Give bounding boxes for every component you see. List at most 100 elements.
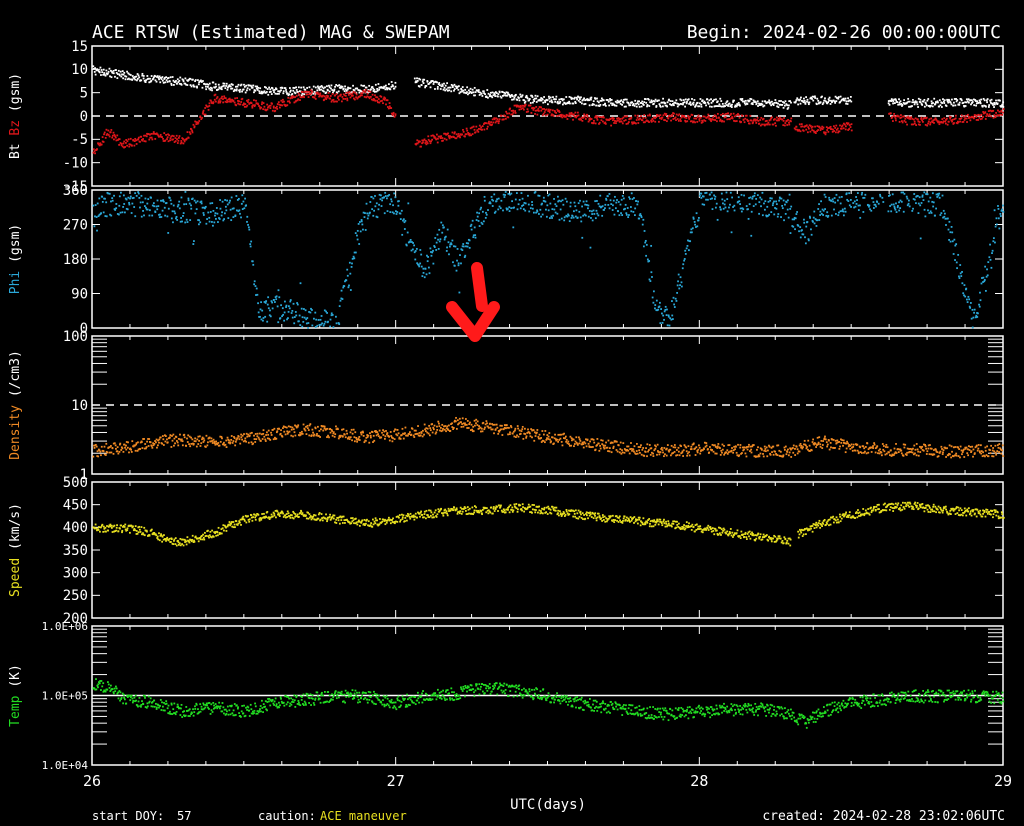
data-point xyxy=(420,84,423,87)
data-point xyxy=(293,87,296,89)
data-point xyxy=(355,436,358,439)
data-point xyxy=(931,105,934,108)
data-point xyxy=(692,101,695,104)
data-point xyxy=(438,240,441,243)
data-point xyxy=(877,202,880,205)
data-point xyxy=(692,217,695,220)
data-point xyxy=(185,218,188,221)
data-point xyxy=(366,95,369,98)
data-point xyxy=(285,426,288,429)
data-point xyxy=(547,110,550,112)
y-tick-label: -10 xyxy=(63,156,88,172)
data-point xyxy=(595,104,597,107)
data-point xyxy=(219,199,222,201)
series-points xyxy=(92,191,1005,329)
data-point xyxy=(202,437,205,440)
data-point xyxy=(377,98,380,100)
data-point xyxy=(767,121,770,124)
data-point xyxy=(191,130,194,132)
data-point xyxy=(560,113,563,116)
data-point xyxy=(625,105,627,108)
data-point xyxy=(900,114,902,116)
data-point xyxy=(766,123,769,126)
data-point xyxy=(944,122,947,125)
data-point xyxy=(522,107,524,110)
data-point xyxy=(799,98,801,101)
data-point xyxy=(987,261,990,264)
data-point xyxy=(150,445,153,447)
data-point xyxy=(772,123,775,126)
data-point xyxy=(670,119,672,122)
data-point xyxy=(705,191,708,194)
data-point xyxy=(908,205,911,208)
data-point xyxy=(503,426,506,429)
data-point xyxy=(954,244,957,247)
data-point xyxy=(580,118,582,121)
data-point xyxy=(834,127,837,129)
data-point xyxy=(559,100,562,103)
data-point xyxy=(557,102,560,105)
data-point xyxy=(250,431,253,434)
data-point xyxy=(747,208,749,211)
data-point xyxy=(829,103,832,105)
data-point xyxy=(776,105,779,108)
data-point xyxy=(587,442,590,445)
data-point xyxy=(289,90,292,93)
data-point xyxy=(640,214,643,217)
data-point xyxy=(953,101,955,104)
data-point xyxy=(814,97,817,99)
data-point xyxy=(545,108,548,111)
data-point xyxy=(133,144,136,147)
data-point xyxy=(338,305,341,308)
data-point xyxy=(464,418,467,420)
data-point xyxy=(828,196,831,199)
data-point xyxy=(128,143,131,146)
data-point xyxy=(353,251,356,254)
data-point xyxy=(740,194,743,196)
data-point xyxy=(442,427,444,430)
data-point xyxy=(385,99,388,102)
data-point xyxy=(504,94,507,97)
data-point xyxy=(397,200,400,203)
data-point xyxy=(738,103,741,106)
data-point xyxy=(493,193,496,196)
data-point xyxy=(473,419,476,422)
data-point xyxy=(944,212,946,215)
data-point xyxy=(583,113,586,116)
data-point xyxy=(726,104,728,106)
data-point xyxy=(963,105,966,108)
data-point xyxy=(850,206,852,208)
data-point xyxy=(553,198,555,200)
data-point xyxy=(427,138,430,141)
data-point xyxy=(467,133,470,136)
data-point xyxy=(376,99,379,102)
data-point xyxy=(101,136,104,138)
data-point xyxy=(820,200,822,203)
data-point xyxy=(243,85,246,88)
data-point xyxy=(889,112,892,115)
data-point xyxy=(331,314,334,316)
data-point xyxy=(495,92,498,94)
data-point xyxy=(438,422,440,425)
data-point xyxy=(229,208,232,211)
data-point xyxy=(435,138,438,141)
data-point xyxy=(251,106,254,109)
data-point xyxy=(296,302,299,304)
data-point xyxy=(686,100,688,103)
data-point xyxy=(209,440,212,443)
data-point xyxy=(818,101,821,104)
data-point xyxy=(145,208,148,211)
data-point xyxy=(985,105,987,108)
data-point xyxy=(758,102,760,105)
data-point xyxy=(499,429,501,432)
data-point xyxy=(277,321,280,324)
data-point xyxy=(173,444,175,447)
data-point xyxy=(928,212,931,214)
data-point xyxy=(543,96,545,98)
data-point xyxy=(821,95,823,98)
data-point xyxy=(100,445,103,448)
data-point xyxy=(616,99,619,102)
data-point xyxy=(835,213,837,215)
data-point xyxy=(416,79,419,82)
